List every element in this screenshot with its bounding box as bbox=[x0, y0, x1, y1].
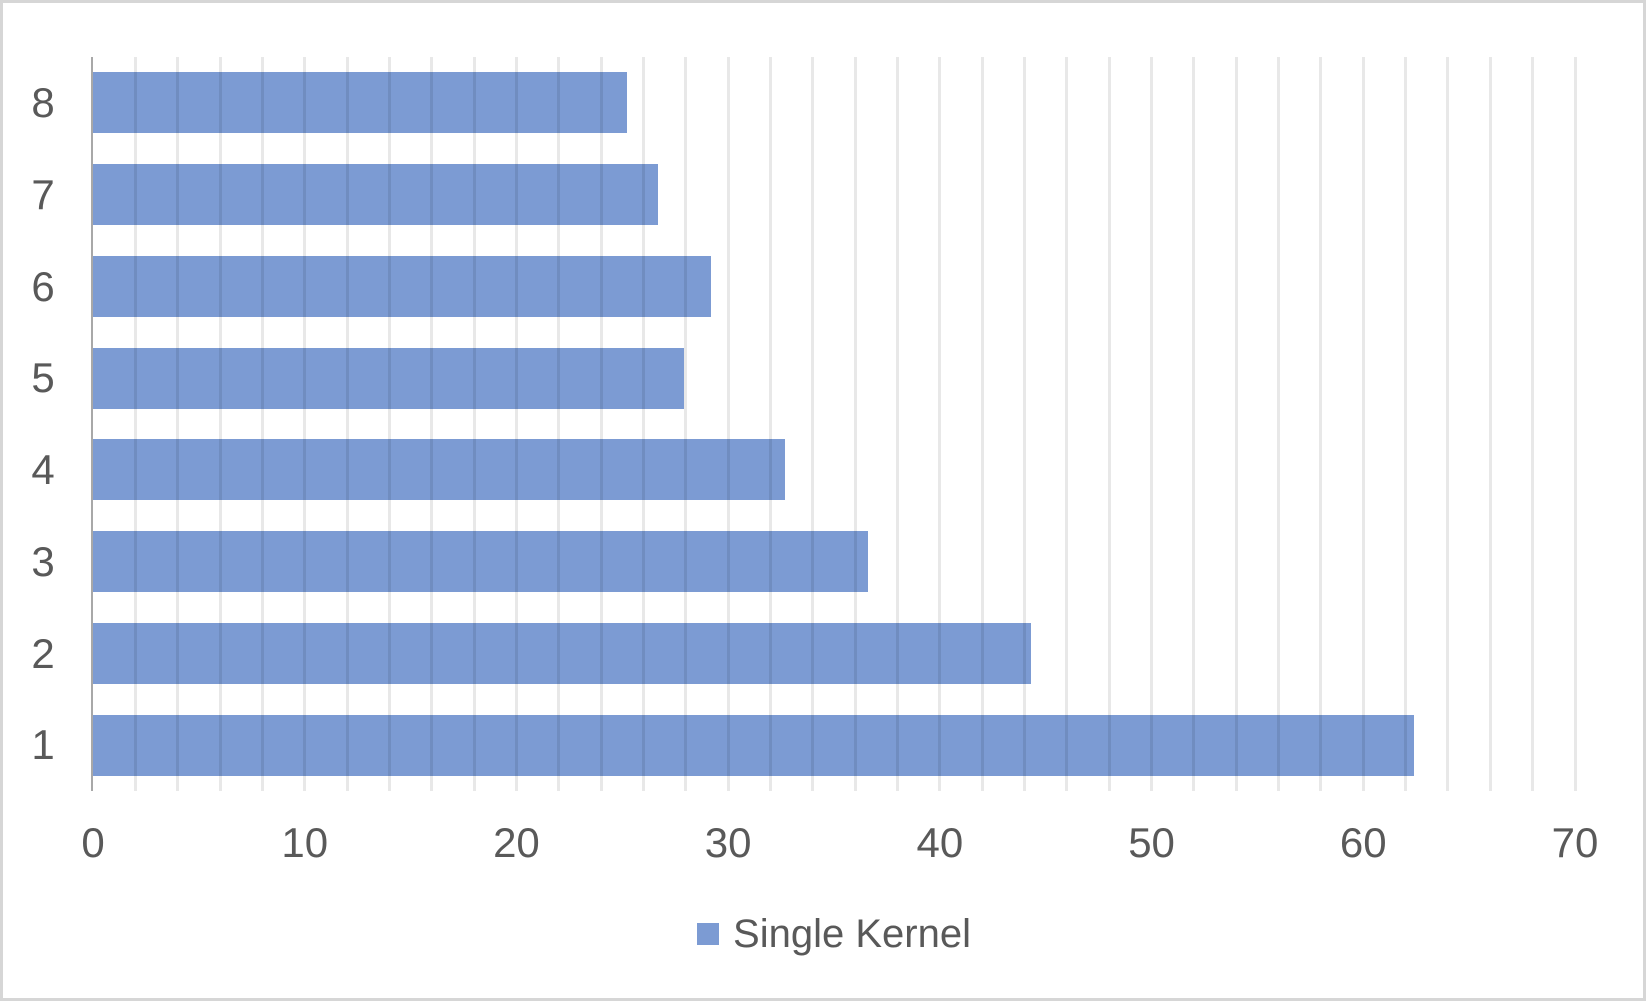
minor-gridline bbox=[811, 57, 815, 791]
category-label-7: 7 bbox=[31, 170, 55, 218]
minor-gridline bbox=[260, 57, 264, 791]
minor-gridline bbox=[1573, 57, 1577, 791]
category-label-2: 2 bbox=[31, 629, 55, 677]
minor-gridline bbox=[853, 57, 857, 791]
minor-gridline bbox=[980, 57, 984, 791]
category-label-5: 5 bbox=[31, 354, 55, 402]
minor-gridline bbox=[1107, 57, 1111, 791]
bar-category-1 bbox=[93, 714, 1415, 776]
minor-gridline bbox=[896, 57, 899, 791]
category-label-1: 1 bbox=[31, 721, 55, 769]
minor-gridline bbox=[1277, 57, 1281, 791]
minor-gridline bbox=[218, 57, 222, 791]
bar-category-6 bbox=[93, 255, 712, 317]
minor-gridline bbox=[684, 57, 688, 791]
minor-gridline bbox=[1023, 57, 1027, 791]
value-axis-label-40: 40 bbox=[916, 819, 964, 866]
value-axis-label-10: 10 bbox=[281, 819, 329, 866]
minor-gridline bbox=[1065, 57, 1069, 791]
minor-gridline bbox=[641, 57, 645, 791]
minor-gridline bbox=[726, 57, 730, 791]
minor-gridline bbox=[1531, 57, 1535, 791]
category-label-3: 3 bbox=[31, 537, 55, 585]
value-axis-label-30: 30 bbox=[704, 819, 752, 866]
minor-gridline bbox=[1488, 57, 1492, 791]
value-axis-label-60: 60 bbox=[1339, 819, 1387, 866]
minor-gridline bbox=[1404, 57, 1408, 791]
bar-category-2 bbox=[93, 622, 1031, 684]
bar-category-8 bbox=[93, 72, 627, 134]
legend: Single Kernel bbox=[93, 908, 1575, 960]
minor-gridline bbox=[1446, 57, 1450, 791]
category-axis-labels: 8 7 6 5 4 3 2 1 bbox=[3, 57, 83, 791]
category-label-6: 6 bbox=[31, 262, 55, 310]
minor-gridline bbox=[387, 57, 391, 791]
minor-gridline bbox=[938, 57, 942, 791]
legend-label-single-kernel: Single Kernel bbox=[733, 911, 971, 956]
minor-gridline bbox=[1234, 57, 1238, 791]
bar-category-4 bbox=[93, 439, 786, 501]
legend-marker-single-kernel bbox=[697, 923, 720, 945]
value-axis-labels: 0 10 20 30 40 50 60 70 bbox=[81, 791, 1598, 866]
value-axis-label-70: 70 bbox=[1551, 819, 1599, 866]
bar-category-7 bbox=[93, 164, 659, 226]
y-axis-line bbox=[91, 57, 93, 791]
category-label-8: 8 bbox=[31, 79, 55, 126]
minor-gridline bbox=[1319, 57, 1323, 791]
bar-category-5 bbox=[93, 347, 684, 409]
minor-gridline bbox=[768, 57, 772, 791]
minor-gridline bbox=[133, 57, 137, 791]
minor-gridline bbox=[557, 57, 561, 791]
minor-gridline bbox=[345, 57, 349, 791]
minor-gridline bbox=[599, 57, 603, 791]
minor-gridline bbox=[430, 57, 434, 791]
minor-gridline bbox=[303, 57, 307, 791]
value-axis-label-50: 50 bbox=[1128, 819, 1175, 866]
minor-gridline bbox=[472, 57, 476, 791]
plot-area: 8 7 6 5 4 3 2 1 0 10 20 30 40 50 60 70 bbox=[31, 57, 1598, 866]
category-label-4: 4 bbox=[31, 446, 55, 493]
minor-gridline bbox=[1361, 57, 1365, 791]
bar-category-3 bbox=[93, 531, 868, 593]
minor-gridline bbox=[176, 57, 180, 791]
minor-gridline bbox=[514, 57, 518, 791]
value-axis-label-20: 20 bbox=[493, 819, 540, 866]
minor-gridline bbox=[1192, 57, 1196, 791]
minor-gridline bbox=[1150, 57, 1154, 791]
value-axis-label-0: 0 bbox=[81, 819, 105, 866]
